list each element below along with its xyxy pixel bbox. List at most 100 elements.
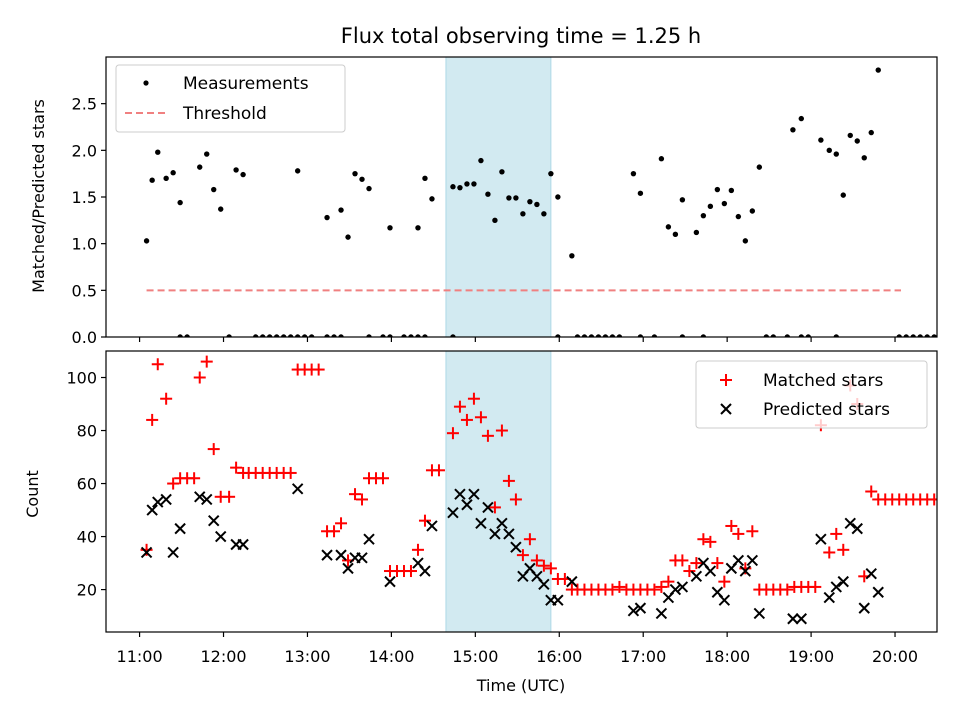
matched-point <box>837 543 850 556</box>
predicted-point <box>851 522 863 535</box>
x-tick-label: 19:00 <box>788 647 834 666</box>
bottom-y-tick-label: 80 <box>77 422 97 441</box>
measurement-point <box>499 169 505 175</box>
top-legend: Measurements Threshold <box>115 64 346 133</box>
top-panel: 0.0 0.5 1.0 1.5 2.0 2.5 <box>72 56 938 347</box>
predicted-point <box>837 575 849 588</box>
matched-point <box>613 580 626 593</box>
x-tick-label: 18:00 <box>704 647 750 666</box>
measurement-point <box>352 170 358 177</box>
matched-point <box>467 392 480 405</box>
measurement-point <box>294 168 301 174</box>
measurement-point <box>273 334 280 337</box>
predicted-point <box>669 583 682 596</box>
measurement-point <box>854 138 860 144</box>
bottom-axes-frame <box>105 350 938 633</box>
measurement-point <box>401 334 407 337</box>
measurement-point <box>637 190 644 196</box>
predicted-point <box>718 594 731 606</box>
top-y-axis-label: Matched/Predicted stars <box>29 99 48 293</box>
predicted-point <box>356 552 368 564</box>
matched-point <box>676 554 689 567</box>
legend-matched-label: Matched stars <box>763 371 883 391</box>
measurement-point <box>714 186 721 193</box>
measurement-point <box>218 206 224 212</box>
top-y-tick-label: 2.5 <box>72 95 97 114</box>
measurement-point <box>492 217 498 224</box>
measurement-point <box>387 334 393 337</box>
measurement-point <box>294 334 301 337</box>
matched-point <box>193 371 206 384</box>
predicted-point <box>872 586 884 598</box>
measurement-point <box>387 225 393 231</box>
matched-point <box>474 411 487 424</box>
measurement-point <box>415 225 421 231</box>
matched-point <box>502 474 515 487</box>
matched-point <box>509 493 522 506</box>
matched-point <box>328 525 341 538</box>
measurement-point <box>163 175 169 182</box>
measurement-point <box>749 208 756 214</box>
predicted-point <box>739 565 752 577</box>
measurement-point <box>790 127 796 133</box>
matched-point <box>460 413 473 426</box>
matched-point <box>446 427 459 440</box>
measurement-point <box>735 213 742 220</box>
measurement-point <box>308 334 315 337</box>
measurement-point <box>240 171 246 178</box>
measurement-point <box>805 334 811 337</box>
predicted-point <box>489 528 501 540</box>
predicted-point <box>342 562 354 575</box>
measurement-point <box>471 181 477 187</box>
predicted-point <box>690 570 703 583</box>
measurement-point <box>338 334 344 337</box>
bottom-y-tick-label: 100 <box>66 369 97 388</box>
measurement-point <box>574 334 581 337</box>
measurement-point <box>588 334 595 337</box>
matched-point <box>606 583 619 596</box>
measurement-point <box>616 334 623 337</box>
measurement-point <box>826 147 832 154</box>
predicted-point <box>167 546 179 559</box>
predicted-point <box>201 493 213 506</box>
measurement-point <box>910 334 916 337</box>
predicted-point <box>160 493 172 506</box>
legend-predicted-label: Predicted stars <box>763 400 890 420</box>
measurement-point <box>742 238 749 244</box>
matched-point <box>530 554 543 567</box>
matched-point <box>537 559 550 572</box>
matched-point <box>404 565 417 578</box>
top-plot-area <box>143 67 937 337</box>
predicted-point <box>140 546 153 559</box>
measurement-point <box>609 334 616 337</box>
measurement-point <box>450 184 456 190</box>
predicted-point <box>830 581 842 593</box>
measurement-point <box>784 334 791 337</box>
measurement-point <box>324 334 330 337</box>
measurement-point <box>464 181 470 187</box>
matched-point <box>349 488 362 501</box>
predicted-point <box>627 605 640 617</box>
predicted-point <box>676 581 689 593</box>
matched-point <box>146 413 159 426</box>
predicted-point <box>823 591 835 604</box>
predicted-point <box>426 520 438 532</box>
measurement-point <box>170 170 176 176</box>
matched-point <box>151 358 164 371</box>
measurement-point <box>149 177 155 183</box>
measurement-point <box>756 164 763 170</box>
measurement-point <box>903 334 909 337</box>
matched-point <box>418 514 431 527</box>
matched-point <box>160 392 173 405</box>
bottom-y-tick-label: 40 <box>77 528 97 547</box>
measurement-point <box>338 207 344 213</box>
measurement-point <box>143 238 150 244</box>
measurement-point <box>366 334 372 337</box>
matched-point <box>928 493 937 506</box>
measurement-point <box>457 184 463 191</box>
predicted-point <box>844 517 856 530</box>
matched-point <box>690 557 703 570</box>
measurement-point <box>280 334 287 337</box>
matched-point <box>746 525 759 538</box>
